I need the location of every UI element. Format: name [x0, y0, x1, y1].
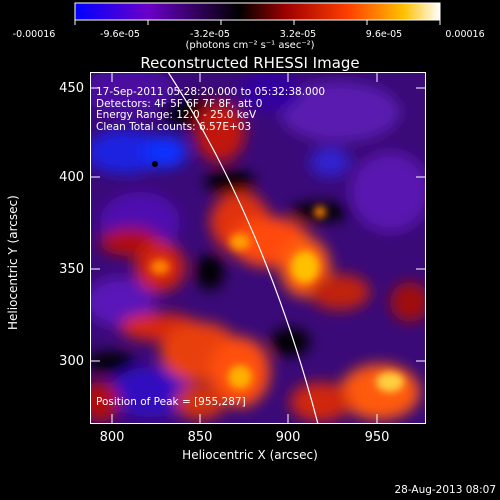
colorbar-tick: -0.00016	[12, 29, 56, 40]
plot-title: Reconstructed RHESSI Image	[140, 54, 360, 72]
x-tick: 850	[187, 430, 213, 445]
x-tick: 950	[364, 430, 390, 445]
colorbar	[74, 2, 441, 25]
colorbar-tick: 3.2e-05	[279, 29, 317, 40]
info-energy-range: Energy Range: 12.0 - 25.0 keV	[96, 109, 257, 121]
y-tick: 450	[59, 81, 84, 96]
y-tick: 350	[59, 262, 84, 277]
colorbar-tick: -9.6e-05	[100, 29, 140, 40]
x-tick: 900	[275, 430, 301, 445]
y-axis-label: Heliocentric Y (arcsec)	[6, 195, 20, 330]
y-tick: 400	[59, 170, 84, 185]
footer-timestamp: 28-Aug-2013 08:07	[394, 484, 496, 496]
solar-limb-curve	[167, 72, 319, 424]
colorbar-tick: 9.6e-05	[365, 29, 403, 40]
peak-position: Position of Peak = [955,287]	[96, 396, 246, 408]
x-tick: 800	[99, 430, 125, 445]
rhessi-image	[90, 72, 426, 424]
info-time-range: 17-Sep-2011 05:28:20.000 to 05:32:38.000	[96, 86, 326, 98]
colorbar-units: (photons cm⁻² s⁻¹ asec⁻²)	[185, 40, 315, 51]
source-marker	[152, 161, 158, 167]
y-tick: 300	[59, 354, 84, 369]
info-detectors: Detectors: 4F 5F 6F 7F 8F, att 0	[96, 97, 263, 110]
colorbar-tick: 0.00016	[445, 29, 485, 40]
info-clean-counts: Clean Total counts: 6.57E+03	[96, 120, 252, 133]
colorbar-tick: -3.2e-05	[190, 29, 230, 40]
x-axis-label: Heliocentric X (arcsec)	[182, 448, 318, 462]
info-block: 17-Sep-2011 05:28:20.000 to 05:32:38.000…	[96, 86, 326, 133]
